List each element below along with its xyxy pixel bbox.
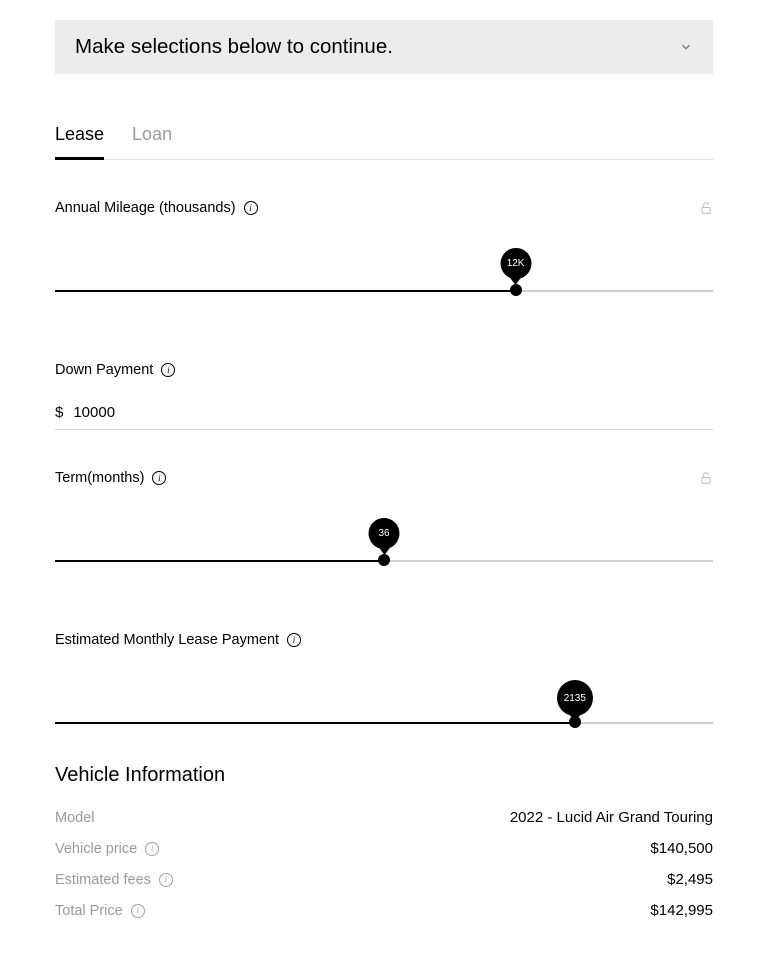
price-row: Vehicle price i $140,500 bbox=[55, 840, 713, 857]
slider-fill bbox=[55, 560, 384, 562]
info-icon[interactable]: i bbox=[145, 842, 159, 856]
total-label: Total Price bbox=[55, 903, 123, 919]
price-label: Vehicle price bbox=[55, 841, 137, 857]
mileage-label: Annual Mileage (thousands) bbox=[55, 200, 236, 216]
term-label: Term(months) bbox=[55, 470, 144, 486]
model-row: Model 2022 - Lucid Air Grand Touring bbox=[55, 809, 713, 826]
currency-prefix: $ bbox=[55, 404, 63, 421]
payment-section: Estimated Monthly Lease Payment i 2135 bbox=[55, 632, 713, 734]
term-section: Term(months) i 36 bbox=[55, 470, 713, 572]
lock-icon bbox=[699, 470, 713, 486]
finance-tabs: Lease Loan bbox=[55, 124, 713, 160]
total-row: Total Price i $142,995 bbox=[55, 902, 713, 919]
slider-fill bbox=[55, 290, 516, 292]
info-icon[interactable]: i bbox=[287, 633, 301, 647]
payment-slider[interactable]: 2135 bbox=[55, 674, 713, 734]
downpayment-input[interactable] bbox=[73, 404, 713, 421]
mileage-slider[interactable]: 12K bbox=[55, 242, 713, 302]
slider-thumb[interactable] bbox=[510, 284, 522, 296]
slider-fill bbox=[55, 722, 575, 724]
model-value: 2022 - Lucid Air Grand Touring bbox=[510, 809, 713, 826]
price-value: $140,500 bbox=[650, 840, 713, 857]
fees-label: Estimated fees bbox=[55, 872, 151, 888]
info-icon[interactable]: i bbox=[152, 471, 166, 485]
payment-label: Estimated Monthly Lease Payment bbox=[55, 632, 279, 648]
vehicle-heading: Vehicle Information bbox=[55, 764, 713, 787]
pin-value: 12K bbox=[507, 258, 525, 269]
mileage-section: Annual Mileage (thousands) i 12K bbox=[55, 200, 713, 302]
slider-thumb[interactable] bbox=[378, 554, 390, 566]
fees-value: $2,495 bbox=[667, 871, 713, 888]
info-icon[interactable]: i bbox=[161, 363, 175, 377]
slider-pin: 36 bbox=[369, 518, 400, 555]
lock-icon bbox=[699, 200, 713, 216]
pin-value: 2135 bbox=[564, 693, 586, 704]
tab-lease[interactable]: Lease bbox=[55, 124, 104, 159]
info-banner[interactable]: Make selections below to continue. bbox=[55, 20, 713, 74]
model-label: Model bbox=[55, 810, 95, 826]
downpayment-input-row: $ bbox=[55, 404, 713, 430]
tab-loan[interactable]: Loan bbox=[132, 124, 172, 159]
info-icon[interactable]: i bbox=[159, 873, 173, 887]
fees-row: Estimated fees i $2,495 bbox=[55, 871, 713, 888]
chevron-down-icon bbox=[679, 40, 693, 54]
pin-value: 36 bbox=[378, 528, 389, 539]
downpayment-section: Down Payment i $ bbox=[55, 362, 713, 430]
info-icon[interactable]: i bbox=[131, 904, 145, 918]
term-slider[interactable]: 36 bbox=[55, 512, 713, 572]
banner-text: Make selections below to continue. bbox=[75, 35, 393, 59]
downpayment-label: Down Payment bbox=[55, 362, 153, 378]
info-icon[interactable]: i bbox=[244, 201, 258, 215]
total-value: $142,995 bbox=[650, 902, 713, 919]
slider-thumb[interactable] bbox=[569, 716, 581, 728]
slider-pin: 12K bbox=[500, 248, 531, 285]
